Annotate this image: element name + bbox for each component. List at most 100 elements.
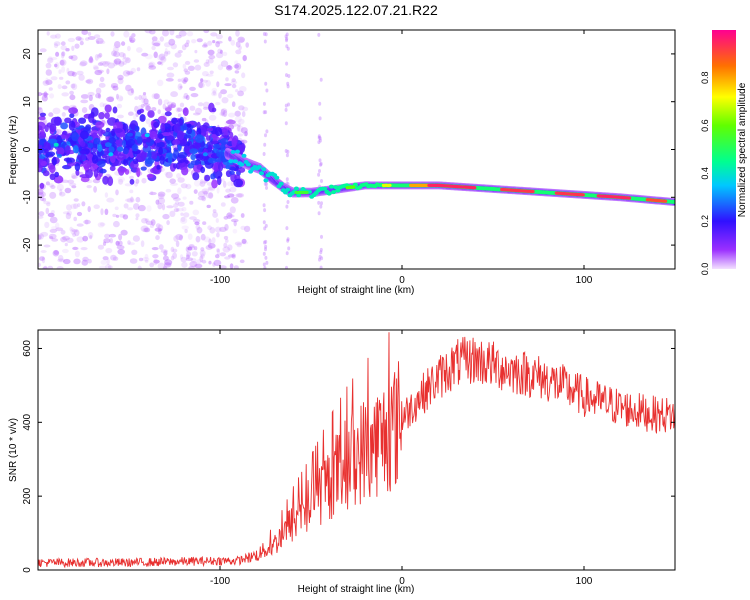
heatmap-cell	[140, 166, 147, 171]
heatmap-cell	[49, 173, 56, 181]
heatmap-speckle	[50, 76, 58, 81]
heatmap-speckle	[170, 43, 177, 50]
heatmap-speckle	[205, 245, 213, 250]
heatmap-speckle	[123, 30, 130, 38]
heatmap-cell	[82, 160, 91, 169]
heatmap-speckle	[71, 71, 77, 77]
heatmap-cell	[93, 137, 101, 145]
heatmap-speckle	[94, 34, 101, 39]
heatmap-cell	[237, 144, 246, 151]
heatmap-speckle	[163, 266, 168, 269]
heatmap-cell	[146, 136, 151, 143]
heatmap-speckle	[186, 31, 194, 37]
heatmap-speckle	[122, 53, 127, 60]
heatmap-cell	[80, 141, 86, 147]
heatmap-speckle	[107, 62, 116, 69]
heatmap-speckle	[144, 218, 149, 222]
heatmap-speckle	[233, 265, 239, 269]
heatmap-speckle	[76, 70, 84, 76]
heatmap-speckle	[234, 110, 241, 117]
heatmap-speckle	[66, 210, 73, 216]
heatmap-speckle	[96, 54, 102, 59]
heatmap-y-tick-label: 0	[22, 146, 33, 152]
heatmap-speckle	[116, 245, 125, 250]
heatmap-cell	[102, 175, 109, 185]
heatmap-speckle	[39, 196, 45, 202]
heatmap-speckle	[95, 87, 102, 95]
heatmap-speckle	[194, 221, 200, 226]
heatmap-speckle	[239, 259, 245, 264]
heatmap-speckle	[151, 107, 157, 112]
heatmap-speckle	[285, 265, 288, 269]
heatmap-speckle	[106, 68, 110, 75]
heatmap-cell	[159, 155, 165, 165]
heatmap-speckle	[79, 40, 84, 46]
heatmap-speckle	[236, 125, 244, 133]
heatmap-cell	[50, 116, 61, 126]
heatmap-speckle	[81, 107, 88, 114]
heatmap-speckle	[221, 97, 229, 104]
heatmap-speckle	[163, 99, 170, 105]
heatmap-speckle	[50, 185, 56, 189]
heatmap-speckle	[163, 250, 168, 256]
heatmap-speckle	[113, 58, 122, 65]
heatmap-speckle	[264, 223, 268, 228]
heatmap-speckle	[218, 92, 222, 99]
heatmap-speckle	[180, 77, 187, 83]
heatmap-speckle	[140, 103, 145, 108]
heatmap-speckle	[183, 212, 190, 218]
heatmap-speckle	[320, 201, 323, 206]
heatmap-cell	[145, 157, 155, 165]
heatmap-speckle	[170, 182, 178, 186]
heatmap-speckle	[167, 66, 174, 71]
heatmap-speckle	[225, 238, 229, 243]
heatmap-cell	[278, 181, 284, 186]
heatmap-cell	[107, 176, 114, 187]
heatmap-speckle	[80, 99, 89, 104]
heatmap-speckle	[218, 265, 227, 269]
heatmap-cell	[131, 144, 139, 152]
heatmap-speckle	[193, 180, 201, 187]
heatmap-speckle	[196, 38, 203, 43]
heatmap-cell	[187, 163, 195, 169]
heatmap-speckle	[176, 207, 180, 212]
heatmap-speckle	[160, 56, 167, 63]
heatmap-speckle	[118, 240, 123, 247]
heatmap-cell	[210, 173, 216, 180]
heatmap-speckle	[140, 225, 149, 232]
heatmap-speckle	[87, 232, 94, 239]
heatmap-cell	[158, 147, 164, 155]
heatmap-speckle	[127, 240, 131, 245]
heatmap-speckle	[51, 226, 58, 230]
heatmap-cell	[116, 146, 124, 152]
heatmap-speckle	[227, 64, 232, 70]
heatmap-speckle	[263, 226, 267, 231]
heatmap-speckle	[67, 179, 75, 184]
heatmap-speckle	[209, 227, 216, 234]
heatmap-speckle	[179, 254, 184, 260]
heatmap-speckle	[99, 40, 106, 45]
heatmap-speckle	[93, 66, 99, 71]
heatmap-speckle	[117, 74, 124, 81]
heatmap-speckle	[42, 80, 49, 84]
heatmap-speckle	[225, 188, 231, 193]
heatmap-speckle	[153, 51, 158, 59]
heatmap-speckle	[167, 50, 171, 55]
heatmap-speckle	[191, 251, 198, 257]
heatmap-cell	[304, 190, 309, 195]
heatmap-speckle	[319, 247, 323, 252]
heatmap-speckle	[227, 193, 235, 198]
heatmap-speckle	[235, 30, 240, 37]
heatmap-speckle	[136, 47, 143, 53]
heatmap-cell	[326, 191, 332, 196]
heatmap-speckle	[216, 187, 220, 194]
heatmap-cell	[226, 119, 236, 125]
heatmap-cell	[142, 138, 148, 144]
heatmap-cell	[259, 171, 264, 176]
heatmap-speckle	[162, 30, 169, 37]
heatmap-cell	[97, 143, 103, 152]
heatmap-speckle	[203, 42, 208, 47]
heatmap-speckle	[129, 175, 134, 180]
heatmap-cell	[194, 134, 204, 143]
heatmap-cell	[105, 127, 111, 133]
